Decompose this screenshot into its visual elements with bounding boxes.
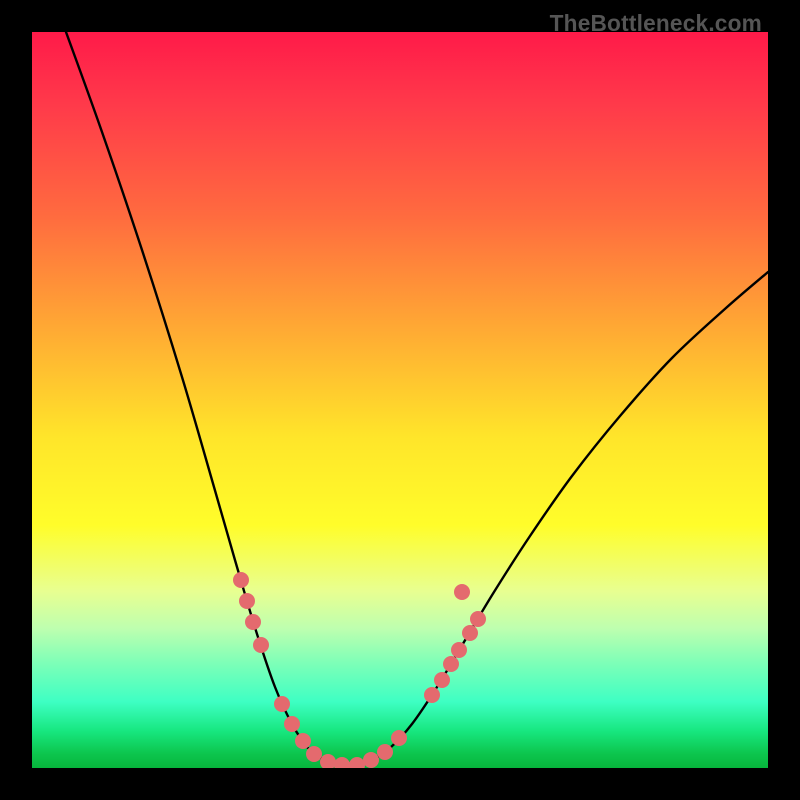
data-dot: [245, 614, 261, 630]
data-dot: [320, 754, 336, 768]
data-dot: [295, 733, 311, 749]
data-dot: [462, 625, 478, 641]
data-dot: [239, 593, 255, 609]
data-dot: [451, 642, 467, 658]
data-dot: [454, 584, 470, 600]
data-dot: [377, 744, 393, 760]
data-dot: [233, 572, 249, 588]
curve-layer: [32, 32, 768, 768]
outer-frame: TheBottleneck.com: [0, 0, 800, 800]
data-dot: [434, 672, 450, 688]
plot-area: [32, 32, 768, 768]
data-dot: [470, 611, 486, 627]
data-dot: [363, 752, 379, 768]
data-dot: [349, 757, 365, 768]
data-dot: [334, 757, 350, 768]
bottleneck-curve: [66, 32, 768, 766]
data-dot: [306, 746, 322, 762]
data-dot: [391, 730, 407, 746]
data-dots-group: [233, 572, 486, 768]
data-dot: [274, 696, 290, 712]
data-dot: [443, 656, 459, 672]
data-dot: [253, 637, 269, 653]
data-dot: [424, 687, 440, 703]
data-dot: [284, 716, 300, 732]
